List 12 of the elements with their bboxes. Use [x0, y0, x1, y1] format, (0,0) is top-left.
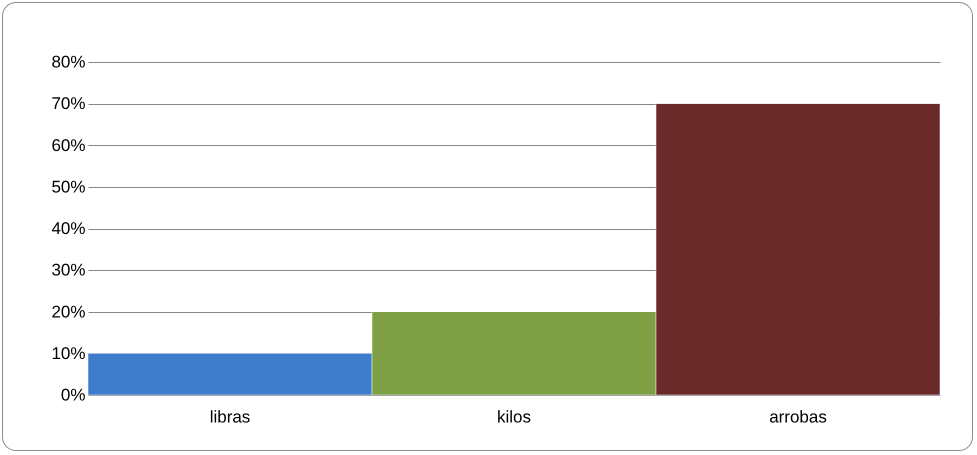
y-tick-label: 40% [51, 219, 86, 238]
y-tick-label: 70% [51, 94, 86, 114]
y-tick-label: 80% [51, 52, 86, 72]
y-tick-label: 10% [51, 344, 86, 363]
y-tick-label: 20% [51, 302, 86, 322]
y-tick-label: 50% [51, 177, 86, 196]
x-tick-label: libras [210, 408, 250, 426]
x-tick-label: arrobas [769, 408, 827, 426]
y-tick-label: 0% [60, 386, 86, 404]
y-tick-label: 30% [51, 260, 86, 280]
x-tick-label: kilos [496, 408, 532, 426]
y-tick-label: 60% [51, 136, 86, 155]
